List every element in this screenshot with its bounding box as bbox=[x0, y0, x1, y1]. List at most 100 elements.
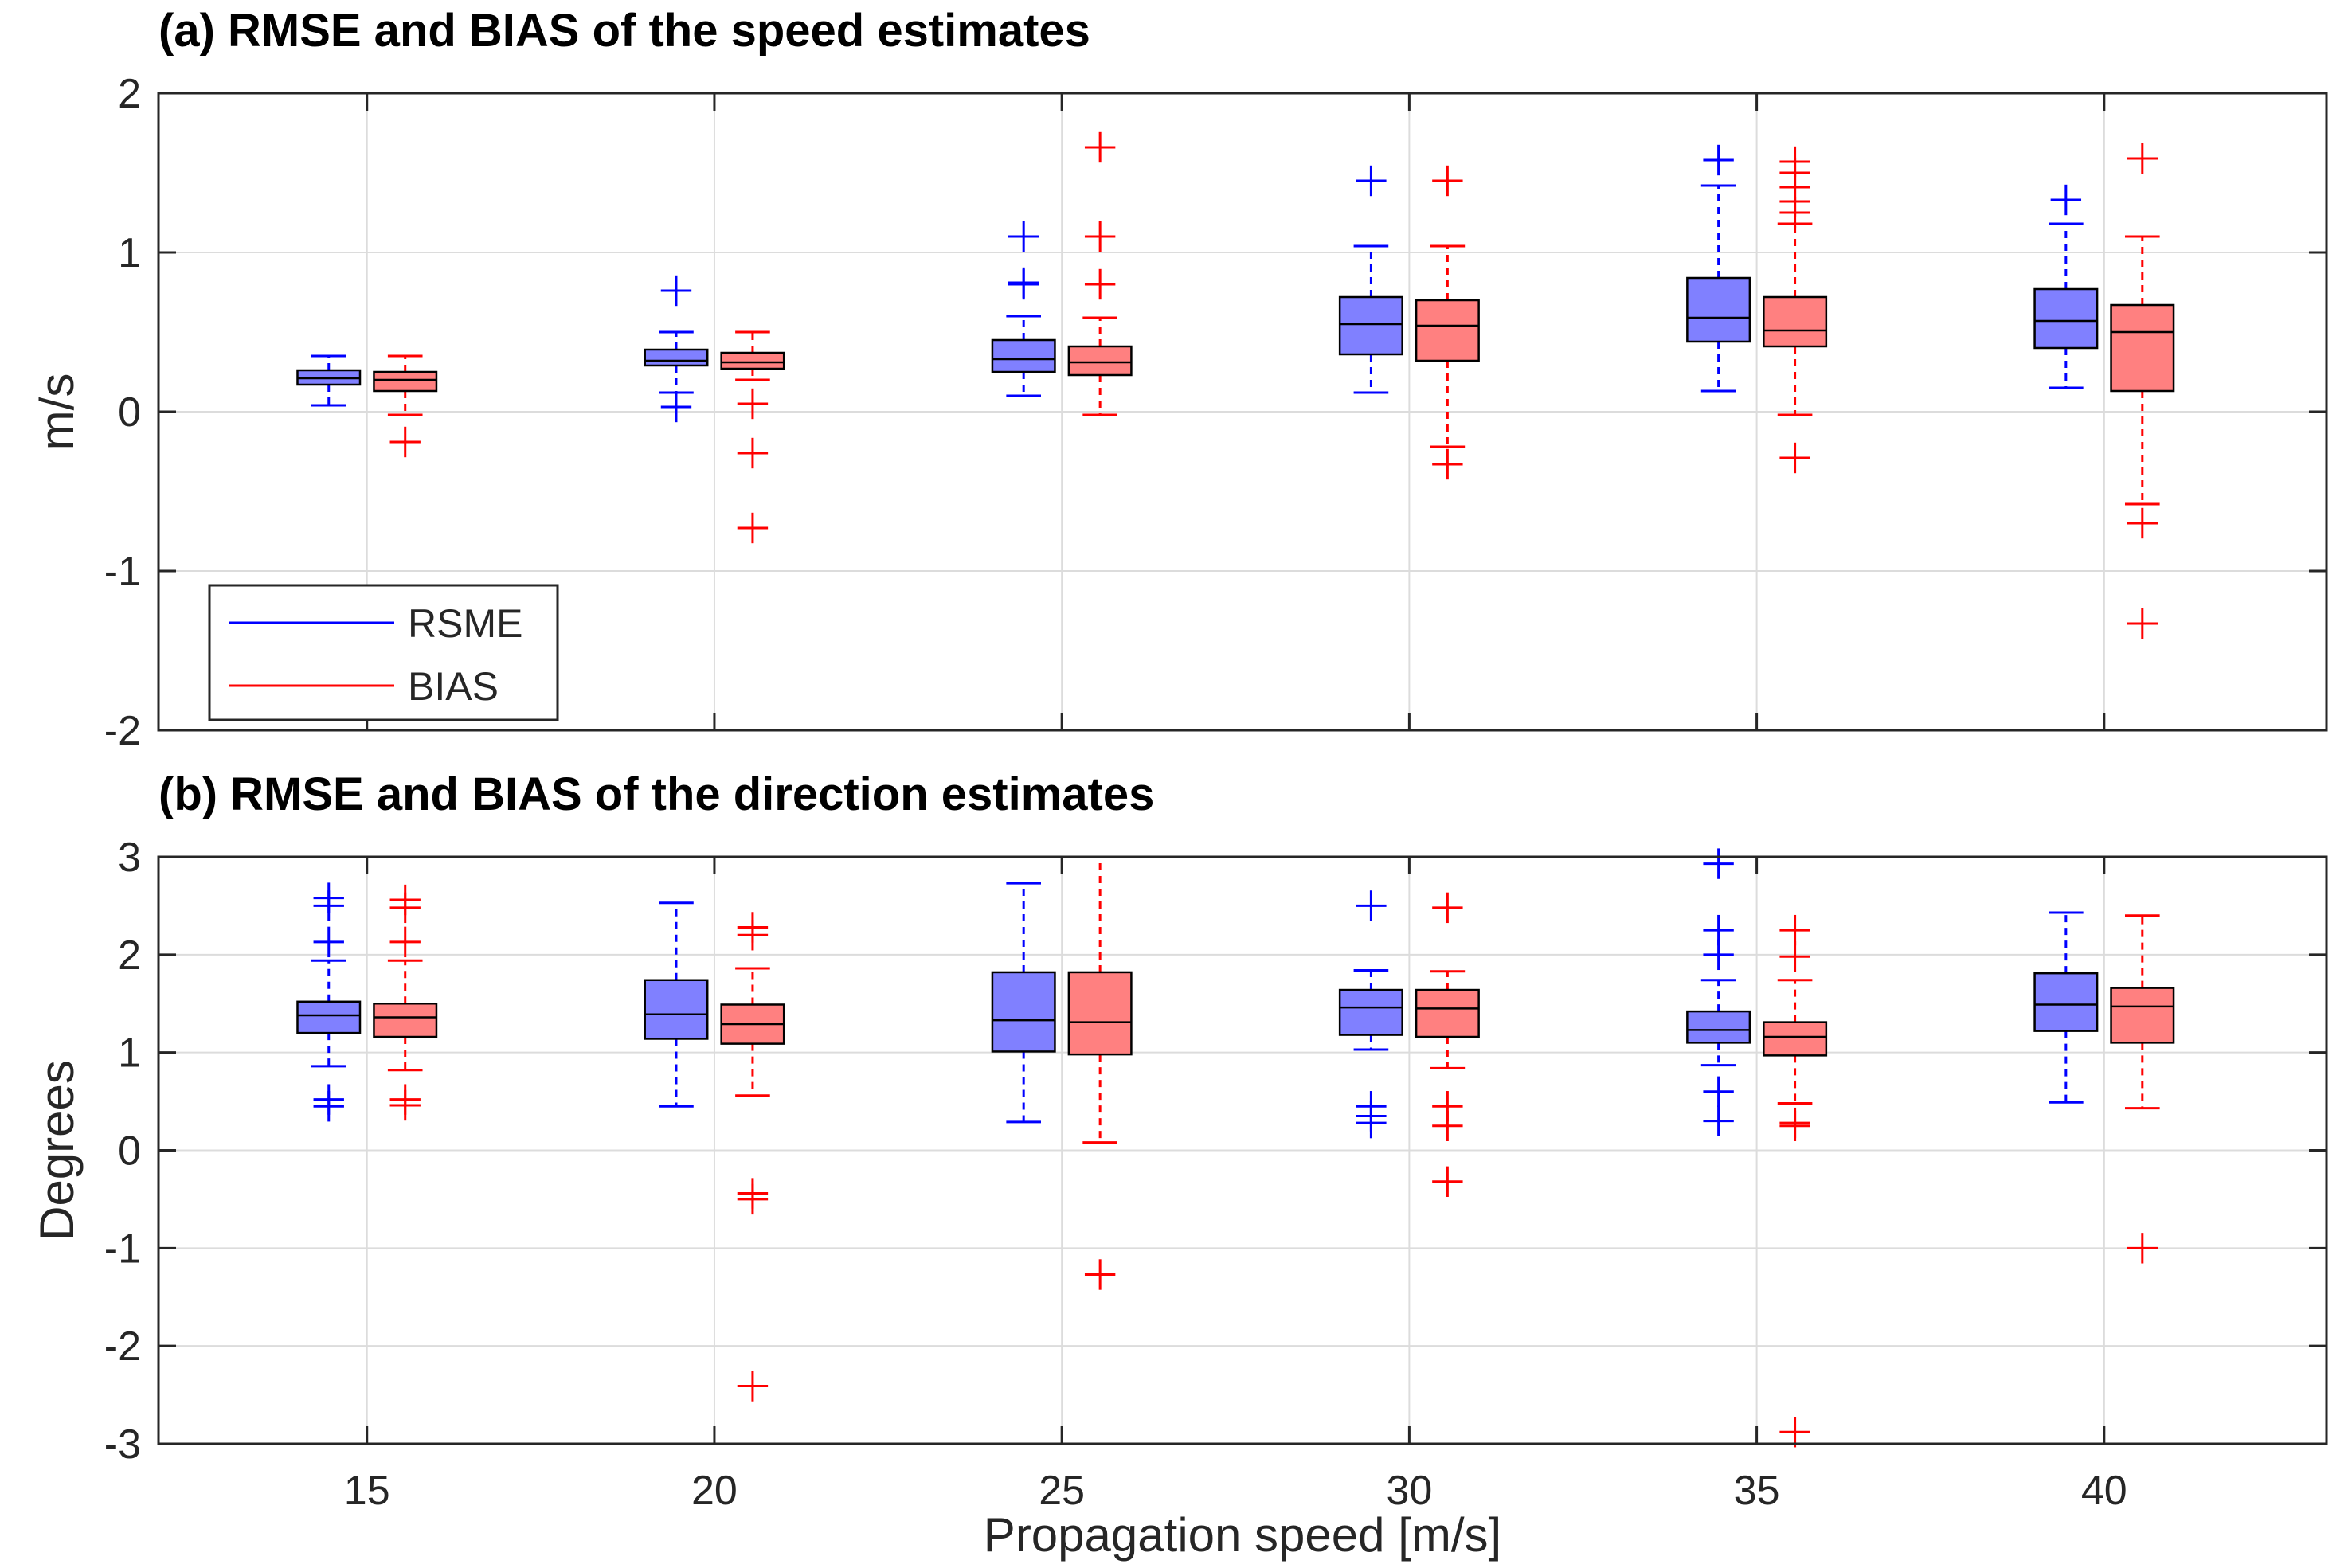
iqr-box bbox=[1763, 1021, 1828, 1057]
outlier-marker bbox=[1703, 914, 1734, 946]
legend-box bbox=[208, 584, 559, 721]
box-bias-35 bbox=[1763, 146, 1828, 474]
outlier-marker bbox=[660, 275, 692, 307]
box-bias-25 bbox=[1067, 855, 1133, 1290]
y-tick-label: -3 bbox=[104, 1421, 141, 1468]
box-rsme-20 bbox=[644, 275, 709, 423]
outlier-marker bbox=[737, 1371, 769, 1402]
x-axis-label: Propagation speed [m/s] bbox=[984, 1508, 1501, 1562]
legend: RSME BIAS bbox=[208, 584, 559, 721]
outlier-marker bbox=[1703, 848, 1734, 879]
outlier-marker bbox=[737, 1183, 769, 1215]
outlier-marker bbox=[1779, 941, 1810, 972]
y-axis-label: Degrees bbox=[30, 1060, 84, 1241]
outlier-marker bbox=[1356, 165, 1387, 197]
iqr-box bbox=[1338, 988, 1403, 1036]
box-bias-30 bbox=[1415, 165, 1480, 480]
outlier-marker bbox=[1356, 1091, 1387, 1122]
x-tick-label: 15 bbox=[344, 1468, 390, 1514]
outlier-marker bbox=[313, 1084, 344, 1115]
legend-label-rsme: RSME bbox=[408, 601, 522, 646]
outlier-marker bbox=[1356, 890, 1387, 921]
outlier-marker bbox=[737, 388, 769, 420]
outlier-marker bbox=[313, 926, 344, 958]
box-rsme-40 bbox=[2033, 911, 2099, 1104]
panel-title: (a) RMSE and BIAS of the speed estimates bbox=[158, 5, 1090, 57]
box-bias-35 bbox=[1763, 914, 1828, 1448]
outlier-marker bbox=[1779, 1107, 1810, 1139]
box-rsme-15 bbox=[296, 882, 362, 1122]
iqr-box bbox=[1415, 299, 1480, 362]
iqr-box bbox=[1338, 295, 1403, 356]
outlier-marker bbox=[737, 912, 769, 943]
outlier-marker bbox=[313, 882, 344, 913]
outlier-marker bbox=[1779, 442, 1810, 474]
iqr-box bbox=[373, 1003, 438, 1038]
iqr-box bbox=[644, 979, 709, 1040]
x-tick-label: 30 bbox=[1386, 1468, 1432, 1514]
outlier-marker bbox=[1432, 892, 1463, 924]
box-rsme-35 bbox=[1686, 144, 1751, 393]
y-tick-label: 2 bbox=[118, 71, 141, 117]
box-bias-40 bbox=[2110, 914, 2175, 1264]
box-rsme-40 bbox=[2033, 184, 2099, 389]
y-tick-label: -1 bbox=[104, 1226, 141, 1272]
outlier-marker bbox=[1703, 1076, 1734, 1107]
outlier-marker bbox=[1779, 914, 1810, 946]
iqr-box bbox=[2033, 972, 2099, 1032]
outlier-marker bbox=[389, 1084, 421, 1115]
outlier-marker bbox=[737, 512, 769, 544]
box-rsme-30 bbox=[1338, 165, 1403, 394]
iqr-box bbox=[2110, 987, 2175, 1044]
panel-speed: -2 -1 0 1 2 (a) RMSE and BIAS of the speed es… bbox=[30, 5, 2328, 754]
y-tick-label: 1 bbox=[118, 230, 141, 276]
box-bias-20 bbox=[720, 330, 785, 544]
y-tick-label: -1 bbox=[104, 549, 141, 595]
box-bias-30 bbox=[1415, 892, 1480, 1198]
outlier-marker bbox=[1008, 267, 1039, 299]
box-rsme-25 bbox=[991, 882, 1056, 1124]
y-tick-label: 0 bbox=[118, 389, 141, 436]
outlier-marker bbox=[1703, 144, 1734, 176]
outlier-marker bbox=[1432, 1166, 1463, 1198]
iqr-box bbox=[2110, 303, 2175, 393]
outlier-marker bbox=[1084, 268, 1116, 300]
outlier-marker bbox=[1432, 165, 1463, 197]
box-rsme-20 bbox=[644, 901, 709, 1108]
iqr-box bbox=[644, 348, 709, 367]
y-axis-label: m/s bbox=[30, 373, 84, 451]
x-tick-label: 20 bbox=[691, 1468, 738, 1514]
box-bias-15 bbox=[373, 884, 438, 1121]
iqr-box bbox=[1763, 295, 1828, 348]
panel-title: (b) RMSE and BIAS of the direction estim… bbox=[158, 768, 1154, 820]
x-tick-label: 35 bbox=[1734, 1468, 1780, 1514]
iqr-box bbox=[1415, 988, 1480, 1038]
iqr-box bbox=[1686, 276, 1751, 343]
y-tick-label: -2 bbox=[104, 1324, 141, 1370]
y-tick-label: 1 bbox=[118, 1030, 141, 1077]
outlier-marker bbox=[1008, 221, 1039, 252]
box-rsme-15 bbox=[296, 354, 362, 407]
iqr-box bbox=[1686, 1010, 1751, 1044]
x-tick-label: 25 bbox=[1039, 1468, 1085, 1514]
outlier-marker bbox=[1084, 221, 1116, 252]
outlier-marker bbox=[1432, 448, 1463, 480]
iqr-box bbox=[1067, 345, 1133, 377]
outlier-marker bbox=[2127, 608, 2158, 639]
outlier-marker bbox=[1703, 1105, 1734, 1136]
y-tick-label: 2 bbox=[118, 933, 141, 979]
iqr-box bbox=[720, 351, 785, 370]
outlier-marker bbox=[389, 426, 421, 458]
box-rsme-25 bbox=[991, 221, 1056, 397]
outlier-marker bbox=[1432, 1091, 1463, 1122]
box-bias-15 bbox=[373, 354, 438, 458]
x-tick-label: 40 bbox=[2081, 1468, 2127, 1514]
outlier-marker bbox=[2127, 143, 2158, 174]
box-bias-40 bbox=[2110, 143, 2175, 639]
outlier-marker bbox=[2050, 184, 2082, 216]
y-tick-label: -2 bbox=[104, 708, 141, 754]
panel-direction: -3 -2 -1 0 1 2 3 (b) RMSE and BIAS of the direc… bbox=[30, 768, 2328, 1562]
box-bias-20 bbox=[720, 912, 785, 1402]
outlier-marker bbox=[1084, 1259, 1116, 1290]
